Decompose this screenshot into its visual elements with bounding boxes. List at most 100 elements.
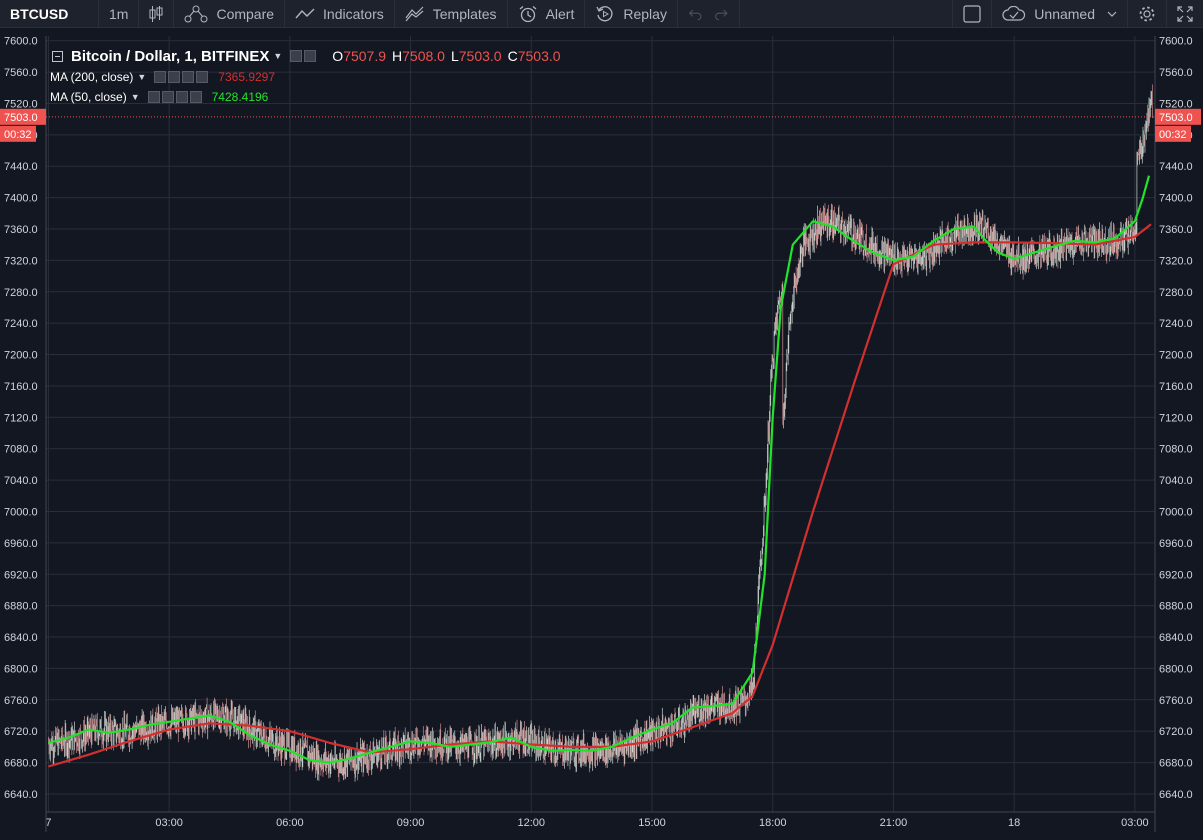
indicators-icon [295,8,315,18]
symbol-search-button[interactable]: BTCUSD [0,0,99,28]
legend-main-row: Bitcoin / Dollar, 1, BITFINEX ▼ O 7507.9 … [52,45,561,67]
y-tick-label-left: 7200.0 [4,350,38,362]
ma200-label[interactable]: MA (200, close) [50,70,134,84]
cloud-icon [1002,5,1026,21]
layout-name: Unnamed [1034,5,1095,22]
y-tick-label-left: 7000.0 [4,506,38,518]
axes: 7600.07600.07560.07560.07520.07520.07480… [4,36,1193,832]
chart-legend: Bitcoin / Dollar, 1, BITFINEX ▼ O 7507.9 … [50,45,561,107]
ma200-add-icon[interactable] [182,71,195,83]
series-menu-caret-icon[interactable]: ▼ [273,51,283,61]
y-tick-label-left: 6800.0 [4,663,38,675]
ma200-settings-icon[interactable] [168,71,181,83]
series-visibility-icon[interactable] [290,50,303,62]
alert-button[interactable]: Alert [508,0,586,28]
open-value: 7507.9 [343,48,387,64]
indicators-button[interactable]: Indicators [285,0,395,28]
y-tick-label-left: 7040.0 [4,475,38,487]
undo-redo-group [678,0,740,28]
ma50-menu-caret-icon[interactable]: ▼ [130,92,140,102]
y-tick-label-right: 7520.0 [1159,98,1193,110]
y-tick-label-right: 7600.0 [1159,36,1193,48]
x-tick-label: 06:00 [276,817,304,829]
close-value: 7503.0 [517,48,561,64]
y-tick-label-left: 7560.0 [4,67,38,79]
x-tick-label: 03:00 [155,817,183,829]
close-key: C [507,48,518,64]
legend-series-title[interactable]: Bitcoin / Dollar, 1, BITFINEX [71,47,270,65]
ma200-remove-icon[interactable] [196,71,209,83]
ma50-label[interactable]: MA (50, close) [50,90,127,104]
ma200-menu-caret-icon[interactable]: ▼ [137,72,147,82]
y-tick-label-left: 6720.0 [4,726,38,738]
grid [46,36,1155,812]
fullscreen-toggle-button[interactable] [952,0,993,28]
replay-button[interactable]: Replay [585,0,678,28]
y-tick-label-right: 7080.0 [1159,444,1193,456]
y-tick-label-right: 6960.0 [1159,538,1193,550]
y-tick-label-right: 7200.0 [1159,350,1193,362]
compare-icon [184,5,208,22]
ma200-visibility-icon[interactable] [154,71,167,83]
templates-label: Templates [432,5,497,22]
y-tick-label-right: 6680.0 [1159,758,1193,770]
x-tick-label: 7 [45,817,51,829]
settings-button[interactable] [1128,0,1167,28]
y-tick-label-right: 7560.0 [1159,67,1193,79]
ma50-remove-icon[interactable] [189,91,202,103]
x-tick-label: 12:00 [518,817,546,829]
y-tick-label-left: 6960.0 [4,538,38,550]
top-toolbar: BTCUSD 1m Compare Indicators Templates A… [0,0,1203,28]
templates-icon [405,6,424,21]
low-value: 7503.0 [458,48,502,64]
high-key: H [392,48,403,64]
templates-button[interactable]: Templates [395,0,508,28]
left-countdown-badge [0,125,36,142]
right-price-badge-text: 7503.0 [1159,112,1193,124]
ma50-value: 7428.4196 [211,90,269,104]
layout-save-button[interactable]: Unnamed [992,0,1128,28]
y-tick-label-right: 6920.0 [1159,569,1193,581]
interval-button[interactable]: 1m [99,0,140,28]
price-badges: 7503.0 00:32 7503.0 00:32 [0,108,1201,142]
left-price-badge-text: 7503.0 [4,112,38,124]
y-tick-label-left: 6640.0 [4,789,38,801]
x-tick-label: 18:00 [759,817,787,829]
y-tick-label-left: 7520.0 [4,98,38,110]
y-tick-label-left: 7600.0 [4,36,38,48]
gear-icon [1139,6,1155,21]
series-buttons [290,50,318,62]
y-tick-label-right: 7120.0 [1159,412,1193,424]
maximize-button[interactable] [1167,0,1203,28]
chart-area[interactable]: 7600.07600.07560.07560.07520.07520.07480… [0,28,1203,835]
square-icon [963,4,981,23]
ma200-buttons [154,71,210,83]
legend-collapse-toggle[interactable] [52,50,63,62]
ma50-add-icon[interactable] [175,91,188,103]
moving-averages [48,175,1152,768]
ma50-buttons [147,91,204,103]
x-tick-label: 15:00 [638,817,666,829]
legend-ma200-row: MA (200, close) ▼ 7365.9297 [50,67,561,87]
low-key: L [450,48,459,64]
y-tick-label-left: 7120.0 [4,412,38,424]
y-tick-label-right: 6640.0 [1159,789,1193,801]
open-key: O [332,48,344,64]
left-countdown-text: 00:32 [4,129,32,141]
y-tick-label-right: 6880.0 [1159,601,1193,613]
chart-style-button[interactable] [139,0,175,28]
redo-icon[interactable] [714,7,729,21]
y-tick-label-left: 6880.0 [4,601,38,613]
undo-icon[interactable] [688,7,703,21]
y-tick-label-left: 6840.0 [4,632,38,644]
price-chart[interactable]: 7600.07600.07560.07560.07520.07520.07480… [0,28,1203,835]
y-tick-label-left: 7440.0 [4,161,38,173]
series-settings-icon[interactable] [304,50,317,62]
ma200-value: 7365.9297 [218,70,276,84]
compare-button[interactable]: Compare [174,0,286,28]
y-tick-label-right: 7440.0 [1159,161,1193,173]
legend-ma50-row: MA (50, close) ▼ 7428.4196 [50,87,561,107]
ma50-visibility-icon[interactable] [147,91,160,103]
x-tick-label: 09:00 [397,817,425,829]
ma50-settings-icon[interactable] [161,91,174,103]
